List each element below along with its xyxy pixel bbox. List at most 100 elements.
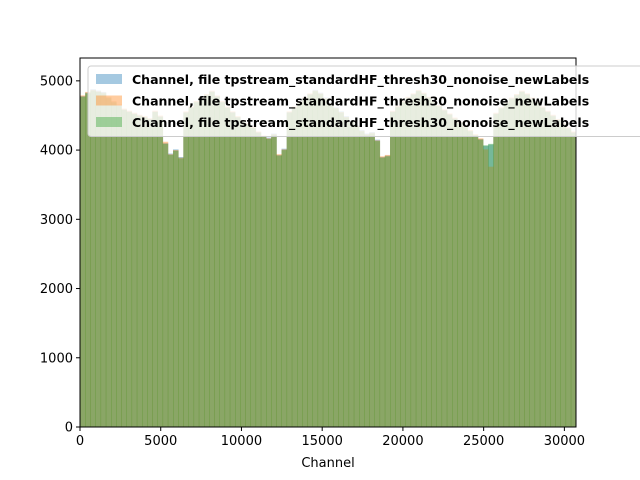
histogram-bar xyxy=(503,102,510,428)
histogram-bar xyxy=(493,112,499,427)
histogram-bar xyxy=(353,125,360,428)
histogram-bar xyxy=(514,94,520,427)
histogram-bar xyxy=(116,105,122,428)
histogram-bar xyxy=(436,105,443,428)
histogram-bar xyxy=(250,127,257,427)
histogram-bar xyxy=(80,96,86,428)
histogram-bar xyxy=(302,97,308,427)
histogram-bar xyxy=(570,132,577,428)
histogram-bar xyxy=(353,126,360,428)
histogram-bar xyxy=(260,136,267,427)
histogram-bar xyxy=(529,97,536,427)
histogram-bar xyxy=(369,132,375,428)
histogram-bar xyxy=(142,117,148,428)
histogram-bar xyxy=(312,89,319,427)
histogram-bar xyxy=(421,94,427,427)
histogram-bar xyxy=(503,103,510,427)
histogram-bar xyxy=(271,133,277,427)
histogram-bar xyxy=(374,139,381,427)
histogram-bar xyxy=(188,106,195,427)
histogram-bar xyxy=(136,116,143,428)
histogram-bar xyxy=(550,115,556,427)
histogram-bar xyxy=(131,114,138,428)
histogram-bar xyxy=(100,91,107,427)
histogram-bar xyxy=(534,101,541,427)
histogram-bar xyxy=(286,111,293,428)
histogram-bar xyxy=(348,121,355,427)
histogram-bar xyxy=(570,131,577,427)
histogram-bar xyxy=(421,92,427,427)
x-tick-label: 5000 xyxy=(144,434,177,449)
histogram-bar xyxy=(173,150,179,428)
histogram-bar xyxy=(441,110,448,427)
histogram-bar xyxy=(322,97,329,427)
histogram-bar xyxy=(136,115,143,427)
histogram-bar xyxy=(462,126,468,428)
histogram-bar xyxy=(550,116,556,428)
histogram-bar xyxy=(183,112,189,427)
histogram-bar xyxy=(90,89,96,428)
histogram-bar xyxy=(121,109,127,427)
histogram-bar xyxy=(80,96,86,428)
histogram-bar xyxy=(271,134,277,427)
histogram-bar xyxy=(307,93,313,428)
histogram-bar xyxy=(369,133,375,427)
histogram-bar xyxy=(493,113,499,427)
histogram-bar xyxy=(514,94,520,427)
histogram-bar xyxy=(328,102,334,428)
histogram-bar xyxy=(498,107,505,428)
histogram-bar xyxy=(488,143,494,427)
y-tick-label: 3000 xyxy=(40,213,73,228)
histogram-bar xyxy=(255,131,262,427)
histogram-bar xyxy=(452,118,458,427)
legend-label: Channel, file tpstream_standardHF_thresh… xyxy=(132,72,589,88)
histogram-bar xyxy=(333,107,339,427)
histogram-bar xyxy=(95,90,102,428)
histogram-bar xyxy=(126,110,133,427)
histogram-bar xyxy=(291,107,298,428)
histogram-bar xyxy=(317,94,324,427)
histogram-bar xyxy=(322,98,329,428)
histogram-bar xyxy=(111,102,117,428)
histogram-bar xyxy=(317,93,324,428)
histogram-bar xyxy=(297,103,303,427)
histogram-bar xyxy=(198,98,205,428)
histogram-bar xyxy=(95,91,102,427)
histogram-bar xyxy=(555,119,561,427)
histogram-bar xyxy=(307,94,313,427)
histogram-bar xyxy=(359,130,365,427)
histogram-bar xyxy=(147,118,153,427)
histogram-bar xyxy=(364,133,370,427)
histogram-bar xyxy=(178,157,184,427)
bars-layer xyxy=(80,89,577,428)
histogram-bar xyxy=(198,96,205,428)
histogram-bar xyxy=(374,140,381,427)
histogram-bar xyxy=(359,131,365,427)
histogram-bar xyxy=(271,134,277,427)
histogram-bar xyxy=(483,149,489,427)
histogram-bar xyxy=(431,102,437,428)
histogram-bar xyxy=(224,106,231,427)
histogram-bar xyxy=(240,120,246,428)
histogram-bar xyxy=(266,138,272,428)
legend: Channel, file tpstream_standardHF_thresh… xyxy=(87,65,640,137)
histogram-bar xyxy=(312,91,319,427)
histogram-bar xyxy=(560,124,567,427)
histogram-bar xyxy=(508,97,515,427)
histogram-bar xyxy=(322,98,329,427)
legend-swatch xyxy=(96,95,122,106)
histogram-bar xyxy=(173,149,179,427)
legend-label: Channel, file tpstream_standardHF_thresh… xyxy=(132,94,589,110)
histogram-bar xyxy=(131,112,138,427)
histogram-bar xyxy=(374,141,381,428)
histogram-bar xyxy=(297,101,303,427)
histogram-bar xyxy=(245,124,251,427)
histogram-bar xyxy=(462,125,468,427)
histogram-bar xyxy=(209,91,215,427)
histogram-bar xyxy=(214,96,220,428)
histogram-bar xyxy=(519,91,525,427)
histogram-bar xyxy=(338,112,344,427)
histogram-bar xyxy=(111,100,117,427)
histogram-bar xyxy=(565,128,572,427)
